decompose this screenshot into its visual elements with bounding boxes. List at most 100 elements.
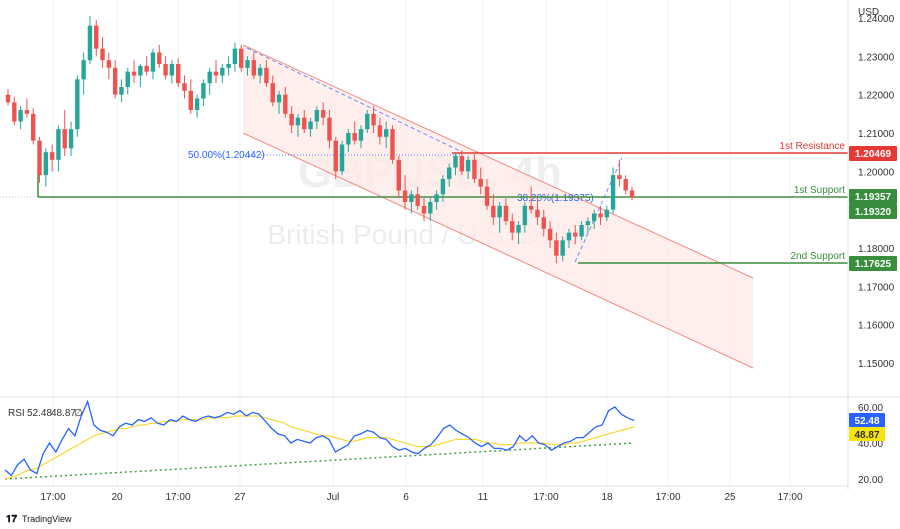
candle-body-75 bbox=[478, 179, 483, 187]
candle-body-93 bbox=[591, 213, 597, 222]
candle-body-33 bbox=[213, 71, 219, 76]
candle-65 bbox=[415, 186, 420, 210]
channel-upper-line bbox=[242, 44, 754, 279]
candle-42 bbox=[270, 75, 275, 107]
candle-51 bbox=[327, 110, 332, 149]
candle-body-70 bbox=[447, 167, 452, 179]
candle-body-71 bbox=[453, 156, 458, 168]
rsi-line bbox=[4, 399, 635, 477]
candle-35 bbox=[226, 56, 231, 76]
candle-body-72 bbox=[459, 156, 465, 172]
candle-36 bbox=[232, 42, 238, 72]
candle-31 bbox=[201, 79, 206, 107]
candle-body-48 bbox=[308, 121, 313, 130]
price-tick-1: 1.23000 bbox=[858, 52, 895, 63]
candle-body-3 bbox=[24, 110, 30, 114]
candle-11 bbox=[75, 75, 80, 137]
candle-body-55 bbox=[352, 133, 357, 141]
rsi-ma-tag-text: 48.87 bbox=[854, 430, 879, 441]
candle-14 bbox=[94, 19, 99, 57]
candle-8 bbox=[56, 125, 61, 172]
candle-2 bbox=[18, 106, 23, 130]
candle-body-45 bbox=[289, 113, 294, 126]
candle-92 bbox=[585, 217, 591, 233]
candle-89 bbox=[566, 228, 572, 248]
candle-43 bbox=[276, 90, 282, 114]
support1-label: 1st Support bbox=[794, 185, 845, 196]
candle-body-24 bbox=[157, 52, 162, 64]
price-tick-6: 1.18000 bbox=[858, 244, 895, 255]
tradingview-logo-icon: 𝟏𝟕 bbox=[6, 514, 18, 525]
rsi-value-tag-text: 52.48 bbox=[854, 416, 879, 427]
candle-76 bbox=[484, 179, 490, 210]
candle-52 bbox=[333, 136, 338, 179]
candle-17 bbox=[112, 60, 118, 99]
rsi-pane bbox=[4, 399, 635, 480]
time-tick-5: 6 bbox=[403, 492, 409, 503]
candle-body-35 bbox=[226, 64, 231, 68]
price-tick-4: 1.20000 bbox=[858, 167, 895, 178]
price-tick-2: 1.22000 bbox=[858, 91, 895, 102]
candle-53 bbox=[339, 140, 345, 176]
time-tick-8: 18 bbox=[601, 492, 613, 503]
candle-83 bbox=[528, 186, 534, 214]
swing-line-2 bbox=[574, 157, 623, 263]
tradingview-brand-text: TradingView bbox=[22, 514, 72, 524]
candle-body-52 bbox=[333, 140, 338, 172]
candle-54 bbox=[346, 129, 351, 153]
candle-body-65 bbox=[415, 194, 420, 206]
candle-body-89 bbox=[566, 232, 572, 241]
candle-15 bbox=[100, 37, 105, 68]
candle-47 bbox=[302, 110, 307, 133]
resistance-tag: 1.20469 bbox=[849, 146, 897, 161]
tradingview-logo: 𝟏𝟕 TradingView bbox=[6, 514, 72, 525]
candle-5 bbox=[37, 136, 42, 183]
candle-body-47 bbox=[302, 117, 307, 130]
candle-body-4 bbox=[31, 113, 36, 141]
candle-48 bbox=[308, 117, 313, 137]
candle-13 bbox=[87, 16, 93, 64]
time-tick-9: 17:00 bbox=[655, 492, 680, 503]
candle-body-46 bbox=[295, 117, 301, 126]
candle-body-64 bbox=[409, 194, 414, 202]
candle-body-79 bbox=[503, 205, 509, 222]
candle-19 bbox=[125, 67, 130, 95]
candle-body-63 bbox=[402, 190, 408, 202]
support1-tag: 1.19357 bbox=[849, 189, 897, 204]
support2-label: 2nd Support bbox=[791, 251, 846, 262]
current-price-tag-text: 1.19320 bbox=[855, 207, 892, 218]
candle-29 bbox=[188, 79, 193, 114]
candle-60 bbox=[383, 121, 389, 149]
candle-22 bbox=[144, 56, 149, 76]
price-tick-7: 1.17000 bbox=[858, 282, 895, 293]
candle-70 bbox=[447, 163, 452, 187]
candle-74 bbox=[472, 154, 477, 183]
candle-27 bbox=[175, 58, 181, 87]
candle-0 bbox=[5, 88, 11, 106]
candle-9 bbox=[62, 110, 67, 156]
candle-body-56 bbox=[358, 129, 364, 141]
candle-body-21 bbox=[138, 65, 143, 76]
candle-body-34 bbox=[220, 67, 225, 76]
candle-82 bbox=[522, 202, 528, 233]
support2-tag: 1.17625 bbox=[849, 256, 897, 271]
candle-body-83 bbox=[528, 205, 534, 210]
candle-body-16 bbox=[106, 60, 112, 68]
candle-71 bbox=[453, 152, 458, 176]
candle-84 bbox=[535, 198, 540, 225]
candle-body-6 bbox=[43, 152, 49, 176]
candle-body-44 bbox=[283, 94, 288, 114]
candle-96 bbox=[610, 167, 616, 214]
candle-body-10 bbox=[68, 129, 74, 149]
candle-body-38 bbox=[245, 60, 250, 68]
candle-body-69 bbox=[440, 179, 446, 195]
candle-body-95 bbox=[604, 209, 609, 218]
candle-body-36 bbox=[232, 48, 238, 64]
candle-body-96 bbox=[610, 175, 616, 210]
candle-body-2 bbox=[18, 110, 23, 122]
candle-body-53 bbox=[339, 144, 345, 172]
channel-lower-line bbox=[242, 132, 754, 369]
support2-tag-text: 1.17625 bbox=[855, 259, 892, 270]
candle-55 bbox=[352, 121, 357, 145]
